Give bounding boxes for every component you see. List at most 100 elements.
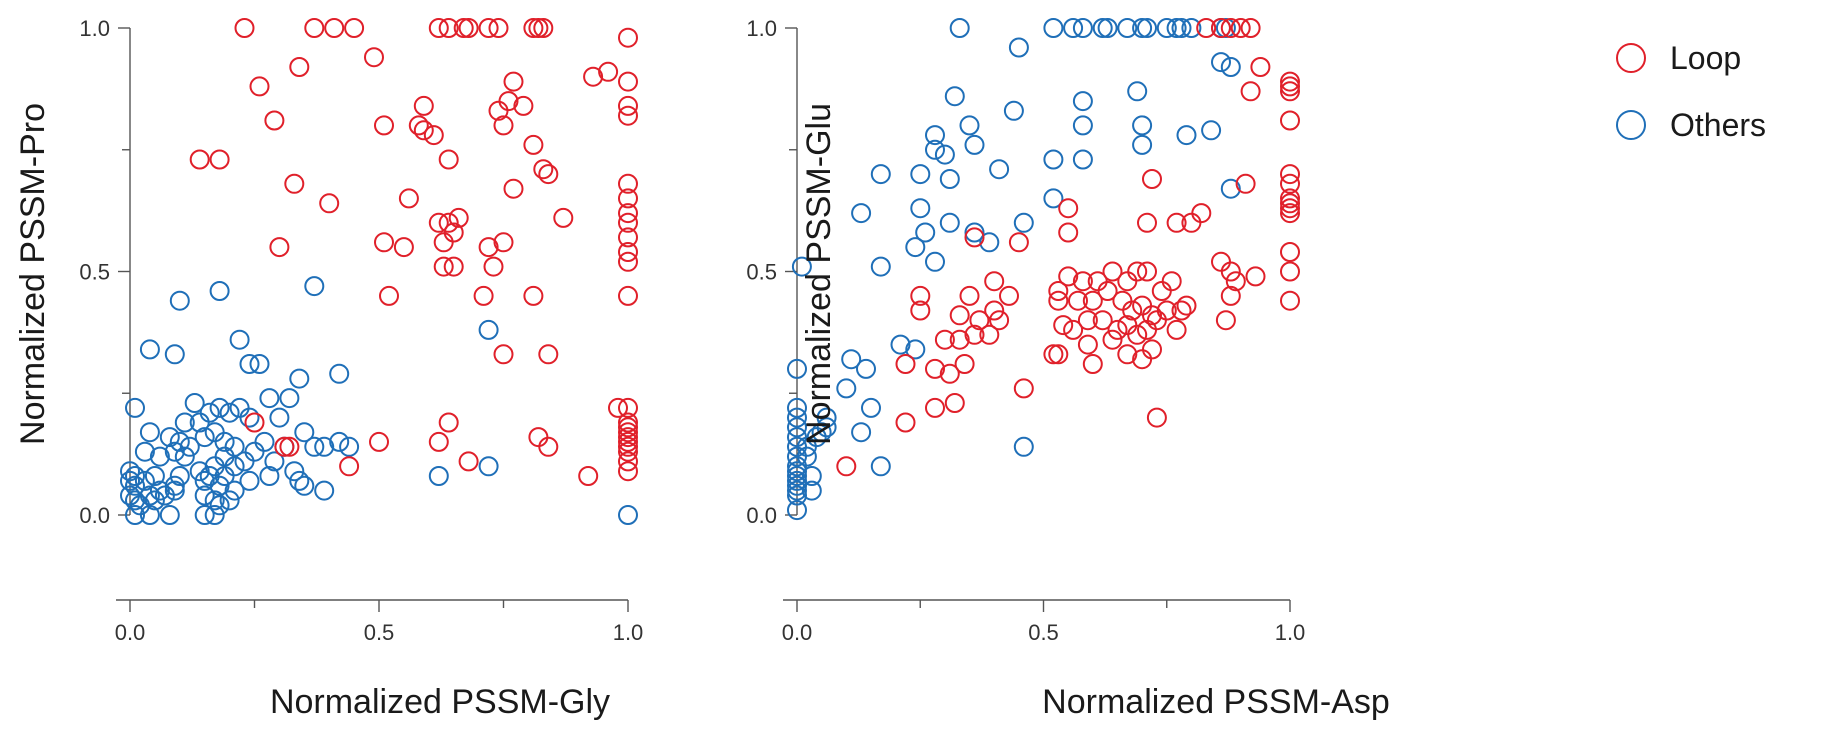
data-point-others [1127,81,1148,102]
data-point-loop [433,232,454,253]
data-point-loop [1137,261,1157,282]
legend-item-loop: Loop [1616,40,1741,76]
data-point-others [249,354,270,374]
data-point-loop [1053,315,1074,336]
data-point-others [169,290,190,311]
data-point-loop [428,18,449,38]
plot-marks [787,18,1300,521]
data-point-others [194,470,215,491]
data-point-others [239,354,260,374]
y-tick-label: 0.5 [746,260,777,285]
data-point-loop [583,66,604,87]
data-point-loop [1235,173,1256,194]
data-point-loop [1151,281,1172,301]
data-point-loop [1280,71,1300,92]
data-point-others [179,436,200,457]
legend-item-others: Others [1616,107,1766,143]
data-point-loop [1176,295,1197,316]
data-point-others [1215,18,1236,38]
data-point-loop [925,397,945,418]
axis-ticks: 0.0 0.0 0.5 0.5 1.0 1.0 [79,16,643,645]
x-tick-label: 1.0 [1275,620,1306,645]
data-point-loop [398,188,419,209]
data-point-loop [1146,407,1167,428]
data-point-loop [1082,290,1103,311]
data-point-loop [413,95,434,116]
data-point-others [949,18,970,38]
data-point-others [209,475,230,496]
data-point-loop [618,412,638,433]
data-point-others [816,417,837,438]
data-point-loop [1211,251,1231,272]
data-point-others [194,505,215,525]
data-point-others [870,164,891,185]
data-point-others [314,480,335,501]
data-point-others [164,480,185,501]
data-point-others [239,407,260,428]
data-point-loop [438,212,459,233]
data-point-loop [523,285,544,306]
data-point-others [787,475,807,496]
data-point-loop [528,427,549,448]
data-point-loop [1048,290,1069,311]
data-point-loop [1280,193,1300,214]
data-point-loop [379,285,399,306]
data-point-others [939,169,960,189]
data-point-loop [608,397,628,418]
data-point-others [910,198,931,219]
data-point-others [139,485,160,506]
data-point-loop [949,305,970,326]
data-point-others [209,397,230,418]
data-point-others [139,505,160,525]
data-point-others [1132,18,1153,38]
data-point-loop [1127,324,1148,345]
data-point-loop [1142,339,1162,360]
legend-label-others: Others [1670,107,1766,143]
data-point-loop [618,27,638,48]
data-point-loop [618,95,638,116]
data-point-others [964,134,985,155]
data-point-others [214,431,235,452]
data-point-loop [1092,310,1113,331]
data-point-loop [1166,212,1187,233]
data-point-loop [369,431,389,452]
data-point-loop [1082,354,1103,374]
data-point-loop [984,300,1005,321]
data-point-others [194,427,215,448]
data-point-loop [448,207,469,228]
data-point-loop [1068,290,1088,311]
data-point-loop [895,412,916,433]
x-tick-label: 1.0 [613,620,644,645]
data-point-loop [1072,271,1093,292]
data-point-others [787,397,807,418]
data-point-others [1092,18,1113,38]
data-point-loop [1146,310,1167,331]
data-point-others [851,422,872,443]
data-point-others [1072,149,1093,170]
x-axis-label: Normalized PSSM-Gly [270,683,610,721]
data-point-others [164,441,185,462]
data-point-others [154,485,175,506]
data-point-loop [836,456,857,477]
data-point-loop [1240,81,1261,102]
data-point-others [1043,18,1064,38]
data-point-loop [264,110,285,131]
data-point-loop [483,256,504,277]
data-point-others [239,470,260,491]
data-point-others [856,358,876,379]
data-point-others [159,427,180,448]
data-point-others [787,417,807,438]
data-point-others [269,407,290,428]
data-point-others [1072,115,1093,136]
legend-label-loop: Loop [1670,40,1741,76]
data-point-loop [1171,300,1192,321]
data-point-loop [618,242,638,262]
data-point-others [1156,18,1177,38]
data-point-loop [1280,242,1300,262]
data-point-loop [438,18,459,38]
y-axis-label: Normalized PSSM-Pro [14,103,52,445]
data-point-loop [618,188,638,209]
data-point-others [905,237,926,258]
data-point-others [787,358,807,379]
data-point-others [478,319,499,340]
